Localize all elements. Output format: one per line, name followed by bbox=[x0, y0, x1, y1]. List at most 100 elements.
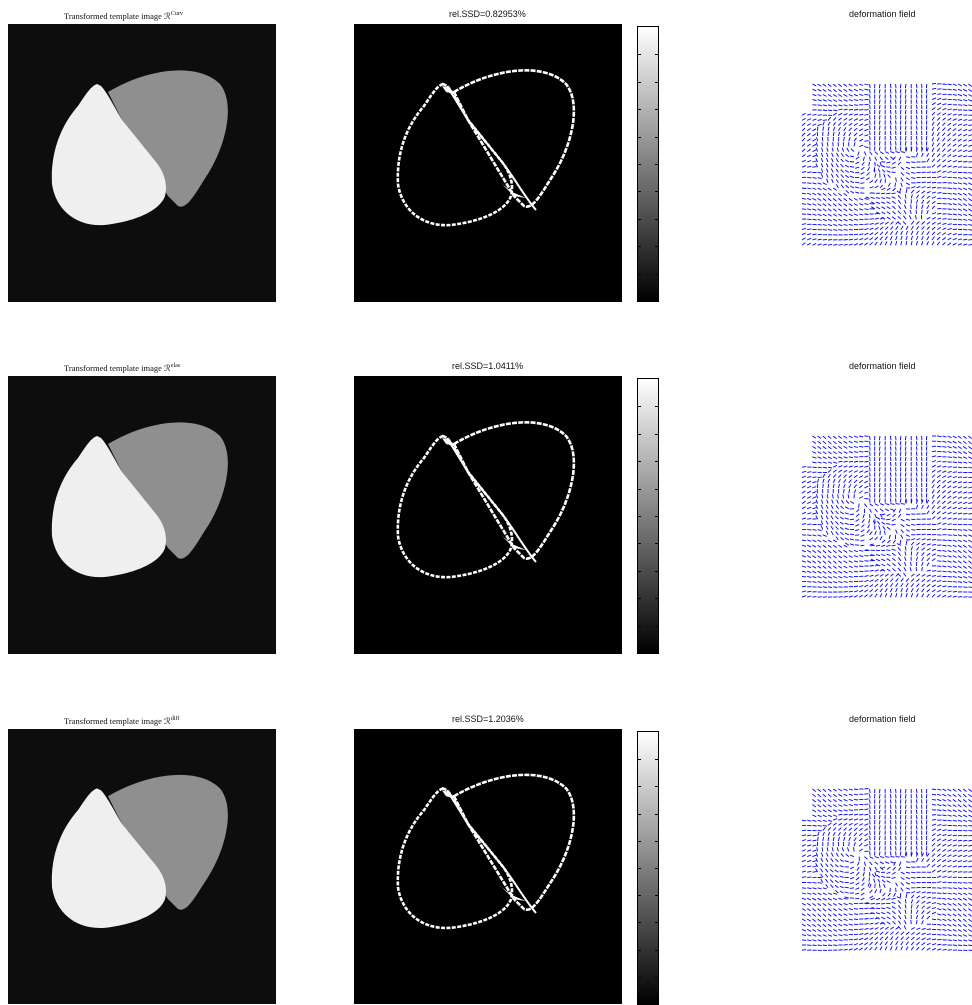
deformation-field bbox=[798, 785, 972, 955]
colorbar-tick bbox=[638, 950, 641, 951]
colorbar-tick bbox=[655, 219, 658, 220]
junction-blob bbox=[502, 887, 526, 902]
dark-lobe bbox=[108, 422, 228, 559]
colorbar-tick bbox=[655, 950, 658, 951]
colorbar-tick bbox=[655, 54, 658, 55]
colorbar-tick bbox=[638, 137, 641, 138]
colorbar-tick bbox=[638, 82, 641, 83]
dark-lobe bbox=[108, 70, 228, 207]
colorbar-tick bbox=[638, 868, 641, 869]
colorbar-tick bbox=[638, 274, 641, 275]
residual-image bbox=[354, 376, 622, 654]
colorbar-tick bbox=[638, 922, 641, 923]
junction-blob bbox=[442, 438, 454, 446]
colorbar-tick bbox=[655, 598, 658, 599]
residual-outline-dark bbox=[452, 421, 576, 560]
dark-lobe bbox=[108, 774, 228, 910]
colorbar bbox=[637, 731, 659, 1005]
colorbar-tick bbox=[638, 434, 641, 435]
colorbar-tick bbox=[655, 868, 658, 869]
colorbar-tick bbox=[638, 543, 641, 544]
colorbar-tick bbox=[655, 814, 658, 815]
colorbar-tick bbox=[655, 895, 658, 896]
colorbar-tick bbox=[655, 626, 658, 627]
arrow-grid bbox=[801, 435, 972, 598]
light-lobe bbox=[51, 84, 166, 226]
residual-outline-dark bbox=[452, 773, 576, 911]
residual-image bbox=[354, 24, 622, 302]
colorbar-tick bbox=[638, 191, 641, 192]
junction-blob bbox=[502, 184, 526, 198]
colorbar-tick bbox=[638, 895, 641, 896]
residual-outline-light bbox=[396, 434, 514, 579]
colorbar bbox=[637, 26, 659, 302]
colorbar-tick bbox=[638, 841, 641, 842]
colorbar-tick bbox=[655, 977, 658, 978]
colorbar-tick bbox=[638, 489, 641, 490]
colorbar-tick bbox=[638, 626, 641, 627]
colorbar-tick bbox=[638, 164, 641, 165]
colorbar-tick bbox=[655, 543, 658, 544]
residual-diagonal bbox=[446, 85, 537, 211]
arrow-grid bbox=[801, 82, 972, 246]
colorbar-tick bbox=[655, 759, 658, 760]
colorbar-tick bbox=[655, 922, 658, 923]
colorbar-tick bbox=[638, 814, 641, 815]
template-image bbox=[8, 376, 276, 654]
colorbar-tick bbox=[655, 109, 658, 110]
colorbar-tick bbox=[655, 246, 658, 247]
colorbar-tick bbox=[638, 571, 641, 572]
colorbar-tick bbox=[655, 274, 658, 275]
colorbar-tick bbox=[655, 841, 658, 842]
residual-diagonal bbox=[446, 437, 537, 563]
row-elas: Transformed template image ℛelas rel.SSD… bbox=[0, 352, 972, 654]
residual-title: rel.SSD=0.82953% bbox=[449, 9, 526, 19]
residual-outline-dark bbox=[452, 69, 576, 208]
template-title: Transformed template image ℛCurv bbox=[64, 11, 183, 21]
colorbar-tick bbox=[655, 434, 658, 435]
field-title: deformation field bbox=[849, 714, 916, 724]
colorbar-tick bbox=[655, 786, 658, 787]
colorbar-tick bbox=[638, 516, 641, 517]
residual-diagonal bbox=[446, 789, 537, 914]
colorbar-tick bbox=[638, 759, 641, 760]
colorbar-tick bbox=[655, 461, 658, 462]
colorbar-tick bbox=[638, 461, 641, 462]
colorbar-tick bbox=[638, 109, 641, 110]
field-title: deformation field bbox=[849, 9, 916, 19]
colorbar-tick bbox=[638, 54, 641, 55]
colorbar-tick bbox=[655, 164, 658, 165]
row-diff: Transformed template image ℛdiff rel.SSD… bbox=[0, 705, 972, 1005]
residual-title: rel.SSD=1.0411% bbox=[452, 361, 524, 371]
colorbar-tick bbox=[638, 598, 641, 599]
arrow-grid bbox=[801, 787, 972, 951]
template-image bbox=[8, 729, 276, 1004]
residual-outline-light bbox=[396, 82, 514, 227]
light-lobe bbox=[51, 436, 166, 578]
light-lobe bbox=[51, 788, 166, 928]
template-title: Transformed template image ℛelas bbox=[64, 363, 181, 373]
template-title: Transformed template image ℛdiff bbox=[64, 716, 180, 726]
colorbar-tick bbox=[655, 406, 658, 407]
colorbar-tick bbox=[638, 977, 641, 978]
residual-image bbox=[354, 729, 622, 1004]
colorbar-tick bbox=[655, 191, 658, 192]
colorbar bbox=[637, 378, 659, 654]
residual-title: rel.SSD=1.2036% bbox=[452, 714, 524, 724]
junction-blob bbox=[442, 790, 454, 799]
field-title: deformation field bbox=[849, 361, 916, 371]
colorbar-tick bbox=[638, 406, 641, 407]
colorbar-tick bbox=[638, 246, 641, 247]
deformation-field bbox=[798, 432, 972, 602]
junction-blob bbox=[502, 536, 526, 550]
residual-outline-light bbox=[396, 787, 514, 930]
colorbar-tick bbox=[638, 786, 641, 787]
colorbar-tick bbox=[638, 219, 641, 220]
junction-blob bbox=[442, 86, 454, 94]
deformation-field bbox=[798, 80, 972, 250]
colorbar-tick bbox=[655, 571, 658, 572]
colorbar-tick bbox=[655, 137, 658, 138]
template-image bbox=[8, 24, 276, 302]
colorbar-tick bbox=[655, 516, 658, 517]
row-curv: Transformed template image ℛCurv rel.SSD… bbox=[0, 0, 972, 302]
